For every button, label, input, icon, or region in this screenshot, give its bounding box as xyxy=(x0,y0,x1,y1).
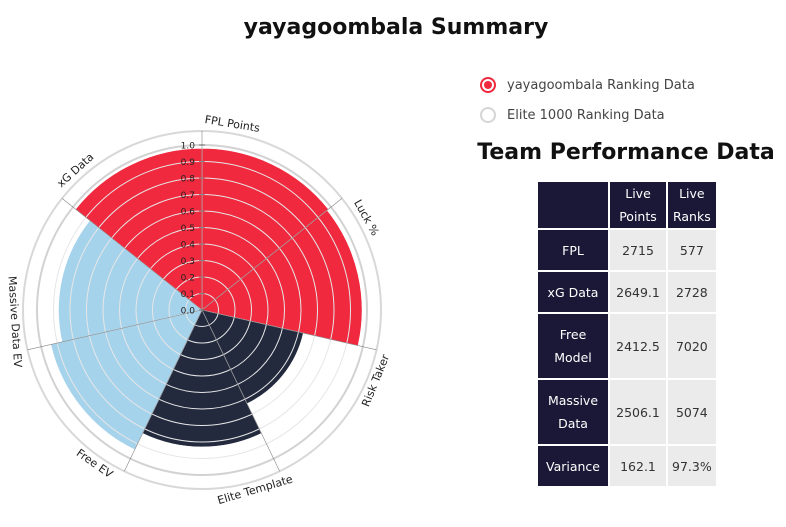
table-title: Team Performance Data xyxy=(477,140,775,165)
cell-points: 2412.5 xyxy=(610,314,666,378)
tick-label: 0.5 xyxy=(181,224,195,234)
tick-label: 0.8 xyxy=(181,175,196,185)
table-row: Massive Data 2506.1 5074 xyxy=(538,380,716,444)
row-label: xG Data xyxy=(538,272,608,312)
cell-points: 162.1 xyxy=(610,446,666,486)
tick-label: 0.3 xyxy=(181,257,195,267)
slice-luck-[interactable] xyxy=(201,209,363,346)
cell-ranks: 2728 xyxy=(668,272,716,312)
cell-ranks: 97.3% xyxy=(668,446,716,486)
table-header-row: Live Points Live Ranks xyxy=(538,182,716,228)
corner-cell xyxy=(538,182,608,228)
col-header-live-ranks: Live Ranks xyxy=(668,182,716,228)
tick-label: 1.0 xyxy=(181,142,196,152)
slice-elite-template[interactable] xyxy=(142,309,262,448)
page-title: yayagoombala Summary xyxy=(243,15,549,40)
tick-label: 0.6 xyxy=(181,208,196,218)
performance-table: Live Points Live Ranks FPL 2715 577 xG Dat… xyxy=(536,180,718,488)
cell-ranks: 7020 xyxy=(668,314,716,378)
tick-label: 0.7 xyxy=(181,191,195,201)
table-row: Variance 162.1 97.3% xyxy=(538,446,716,486)
axis-label-massive-data-ev: Massive Data EV xyxy=(6,276,25,369)
slice-massive-data-ev[interactable] xyxy=(58,220,203,343)
spoke-line xyxy=(124,309,203,472)
cell-ranks: 5074 xyxy=(668,380,716,444)
slice-risk-taker[interactable] xyxy=(201,309,304,405)
col-header-live-points: Live Points xyxy=(610,182,666,228)
tick-label: 0.2 xyxy=(181,274,195,284)
spoke-line xyxy=(201,309,280,472)
tick-label: 0.4 xyxy=(181,241,196,251)
row-label: Massive Data xyxy=(538,380,608,444)
cell-points: 2506.1 xyxy=(610,380,666,444)
radio-checked-icon[interactable] xyxy=(480,77,496,93)
row-label: Free Model xyxy=(538,314,608,378)
tick-label: 0.0 xyxy=(181,307,196,317)
cell-points: 2649.1 xyxy=(610,272,666,312)
tick-label: 0.9 xyxy=(181,158,196,168)
cell-ranks: 577 xyxy=(668,230,716,270)
tick-label: 0.1 xyxy=(181,290,195,300)
spoke-line xyxy=(201,309,377,351)
legend-label: Elite 1000 Ranking Data xyxy=(507,107,665,123)
legend-item-yayagoombala[interactable]: yayagoombala Ranking Data xyxy=(480,74,695,96)
row-label: Variance xyxy=(538,446,608,486)
cell-points: 2715 xyxy=(610,230,666,270)
radio-unchecked-icon[interactable] xyxy=(480,107,496,123)
table-row: xG Data 2649.1 2728 xyxy=(538,272,716,312)
axis-label-elite-template: Elite Template xyxy=(216,472,295,507)
slice-free-ev[interactable] xyxy=(50,309,203,451)
slice-fpl-points[interactable] xyxy=(201,147,329,311)
slice-xg-data[interactable] xyxy=(75,147,203,311)
table-row: FPL 2715 577 xyxy=(538,230,716,270)
legend-label: yayagoombala Ranking Data xyxy=(507,77,695,93)
legend-item-elite[interactable]: Elite 1000 Ranking Data xyxy=(480,104,695,126)
spoke-line xyxy=(27,309,203,351)
chart-legend: yayagoombala Ranking Data Elite 1000 Ran… xyxy=(480,74,695,134)
table-row: Free Model 2412.5 7020 xyxy=(538,314,716,378)
row-label: FPL xyxy=(538,230,608,270)
axis-label-risk-taker: Risk Taker xyxy=(359,352,392,408)
spoke-line xyxy=(61,198,203,311)
spoke-line xyxy=(201,198,343,311)
